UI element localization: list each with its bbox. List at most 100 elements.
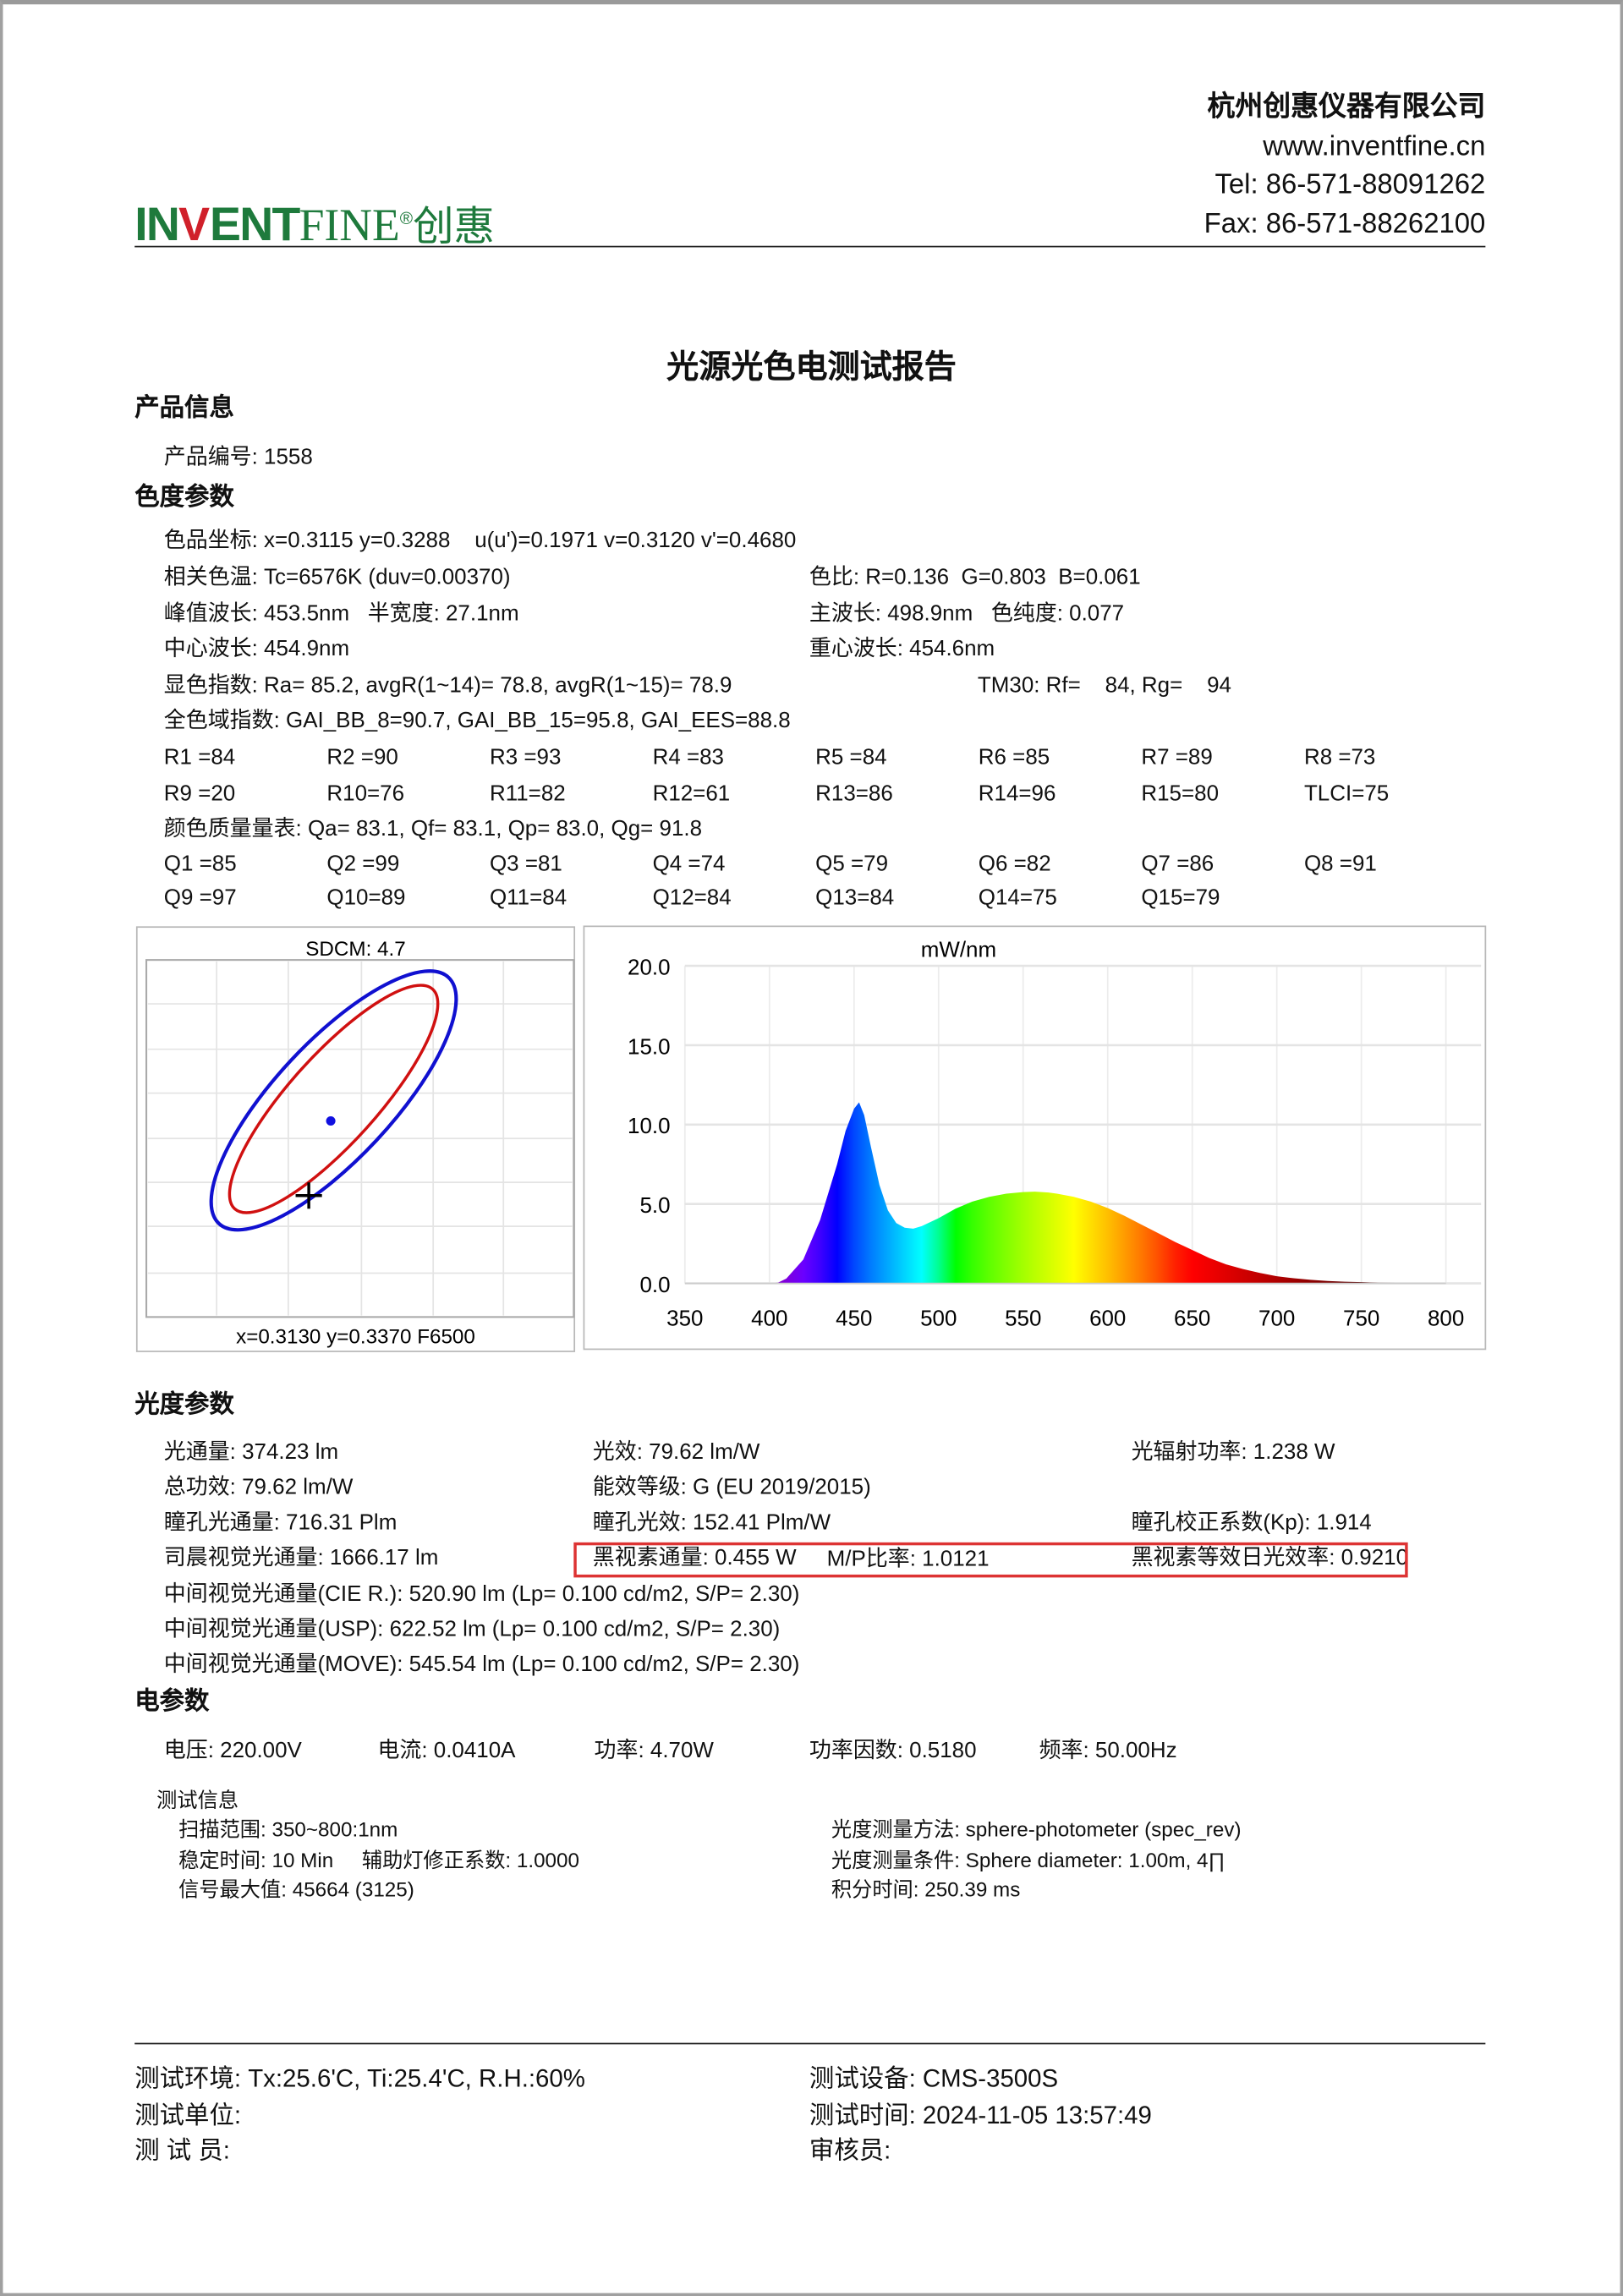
photometric-heading: 光度参数 — [134, 1389, 234, 1418]
logo-cn: 创惠 — [413, 203, 496, 249]
spectrum-panel — [583, 925, 1487, 1351]
sdcm-footer: x=0.3130 y=0.3370 F6500 — [236, 1326, 475, 1349]
logo-ent: ENT — [210, 197, 300, 250]
y-tick-label: 20.0 — [628, 956, 670, 979]
spectrum-chart: 350 400 450 500 550 600 650 700 750 800 0.0 5.0 10.0… — [583, 925, 1487, 1351]
test-environment: 测试环境: Tx:25.6'C, Ti:25.4'C, R.H.:60% — [134, 2064, 585, 2093]
r-value: R6 =85 — [978, 744, 1050, 770]
reviewer: 审核员: — [809, 2136, 891, 2165]
max-signal: 信号最大值: 45664 (3125) — [178, 1877, 414, 1901]
power-factor: 功率因数: 0.5180 — [809, 1738, 977, 1764]
power: 功率: 4.70W — [594, 1738, 714, 1764]
x-tick-label: 400 — [751, 1307, 787, 1331]
photometric-value: 能效等级: G (EU 2019/2015) — [592, 1475, 871, 1500]
scan-range: 扫描范围: 350~800:1nm — [178, 1817, 398, 1841]
mesopic-usp: 中间视觉光通量(USP): 622.52 lm (Lp= 0.100 cd/m2… — [163, 1617, 781, 1642]
gamut-area-index: 全色域指数: GAI_BB_8=90.7, GAI_BB_15=95.8, GA… — [163, 708, 791, 733]
r-value: R14=96 — [978, 781, 1056, 807]
r-value: R5 =84 — [815, 744, 887, 770]
q-value: Q8 =91 — [1303, 852, 1377, 877]
q-value: Q2 =99 — [326, 852, 400, 877]
mp-ratio: M/P比率: 1.0121 — [826, 1547, 990, 1572]
electrical-heading: 电参数 — [134, 1687, 210, 1716]
x-tick-label: 650 — [1174, 1307, 1210, 1331]
logo-registered: ® — [399, 207, 414, 228]
photometric-value: 瞳孔校正系数(Kp): 1.914 — [1131, 1510, 1372, 1536]
company-name: 杭州创惠仪器有限公司 — [1207, 92, 1486, 123]
photometric-value: 瞳孔光通量: 716.31 Plm — [163, 1510, 398, 1536]
measured-point — [326, 1115, 336, 1126]
q-value: Q10=89 — [326, 885, 406, 911]
company-logo: INVENTFINE®创惠 — [134, 200, 496, 249]
x-tick-label: 600 — [1089, 1307, 1126, 1331]
highlight-box — [573, 1542, 1408, 1578]
q-value: Q9 =97 — [163, 885, 237, 911]
photometric-value: 光通量: 374.23 lm — [163, 1439, 339, 1466]
reference-cross-icon — [295, 1182, 322, 1209]
r-value: R11=82 — [489, 781, 566, 807]
x-tick-label: 700 — [1258, 1307, 1295, 1331]
mesopic-cie: 中间视觉光通量(CIE R.): 520.90 lm (Lp= 0.100 cd… — [163, 1581, 800, 1607]
photometric-value: 瞳孔光效: 152.41 Plm/W — [592, 1510, 831, 1536]
x-tick-label: 800 — [1428, 1307, 1464, 1331]
sdcm-grid — [147, 961, 573, 1316]
r-value: R3 =93 — [489, 744, 562, 770]
q-value: Q5 =79 — [815, 852, 889, 877]
y-tick-label: 0.0 — [639, 1274, 670, 1297]
current: 电流: 0.0410A — [377, 1738, 516, 1764]
r-value: R4 =83 — [652, 744, 725, 770]
sdcm-title: SDCM: 4.7 — [305, 938, 405, 961]
spectrum-title: mW/nm — [921, 939, 996, 962]
photometric-value: 司晨视觉光通量: 1666.17 lm — [163, 1545, 439, 1570]
color-rendering-index: 显色指数: Ra= 85.2, avgR(1~14)= 78.8, avgR(1… — [163, 672, 732, 699]
footer-divider — [134, 2042, 1486, 2045]
stabilization-time: 稳定时间: 10 Min 辅助灯修正系数: 1.0000 — [178, 1848, 579, 1872]
r-value: R1 =84 — [163, 744, 236, 770]
test-unit: 测试单位: — [134, 2101, 242, 2129]
color-ratio: 色比: R=0.136 G=0.803 B=0.061 — [809, 564, 1141, 590]
color-heading: 色度参数 — [134, 483, 234, 511]
center-wavelength: 中心波长: 454.9nm — [163, 636, 350, 662]
voltage: 电压: 220.00V — [163, 1738, 302, 1764]
company-tel: Tel: 86-571-88091262 — [1215, 169, 1486, 201]
product-code: 产品编号: 1558 — [163, 445, 313, 470]
q-value: Q14=75 — [978, 885, 1057, 911]
cct: 相关色温: Tc=6576K (duv=0.00370) — [163, 564, 511, 590]
peak-wavelength: 峰值波长: 453.5nm 半宽度: 27.1nm — [163, 601, 519, 627]
cqs: 颜色质量量表: Qa= 83.1, Qf= 83.1, Qp= 83.0, Qg… — [163, 816, 703, 841]
tm30: TM30: Rf= 84, Rg= 94 — [977, 672, 1231, 699]
r-value: R13=86 — [815, 781, 893, 807]
company-fax: Fax: 86-571-88262100 — [1204, 209, 1486, 240]
r-value: R7 =89 — [1141, 744, 1213, 770]
q-value: Q12=84 — [652, 885, 732, 911]
x-tick-label: 550 — [1005, 1307, 1041, 1331]
header-divider — [134, 245, 1486, 248]
q-value: Q15=79 — [1141, 885, 1220, 911]
y-tick-label: 5.0 — [639, 1194, 670, 1218]
sdcm-inner-ellipse — [228, 984, 440, 1214]
q-value: Q11=84 — [489, 885, 568, 911]
dominant-wavelength: 主波长: 498.9nm 色纯度: 0.077 — [809, 601, 1125, 627]
r-value: R9 =20 — [163, 781, 236, 807]
frequency: 频率: 50.00Hz — [1039, 1738, 1177, 1764]
r-value: R10=76 — [326, 781, 405, 807]
r-value: R15=80 — [1141, 781, 1220, 807]
x-tick-label: 450 — [836, 1307, 872, 1331]
q-value: Q6 =82 — [978, 852, 1051, 877]
x-tick-label: 500 — [920, 1307, 957, 1331]
logo-fine: FINE — [299, 199, 400, 250]
logo-v: V — [178, 197, 211, 250]
chromaticity-coords: 色品坐标: x=0.3115 y=0.3288 u(u')=0.1971 v=0… — [163, 528, 797, 554]
x-tick-label: 750 — [1343, 1307, 1379, 1331]
spectrum-ticks: 350 400 450 500 550 600 650 700 750 800 0.0 5.0 10.0… — [628, 956, 1464, 1330]
integration-time: 积分时间: 250.39 ms — [831, 1877, 1021, 1901]
sdcm-chart: SDCM: 4.7 x=0.3130 y=0.3370 F6500 — [145, 938, 575, 1349]
r-value: R8 =73 — [1303, 744, 1376, 770]
r-value: R2 =90 — [326, 744, 398, 770]
test-time: 测试时间: 2024-11-05 13:57:49 — [809, 2101, 1152, 2129]
company-website: www.inventfine.cn — [1263, 131, 1486, 163]
test-device: 测试设备: CMS-3500S — [809, 2064, 1059, 2093]
photometric-value: 黑视素通量: 0.455 W — [592, 1545, 797, 1570]
x-tick-label: 350 — [666, 1307, 703, 1331]
